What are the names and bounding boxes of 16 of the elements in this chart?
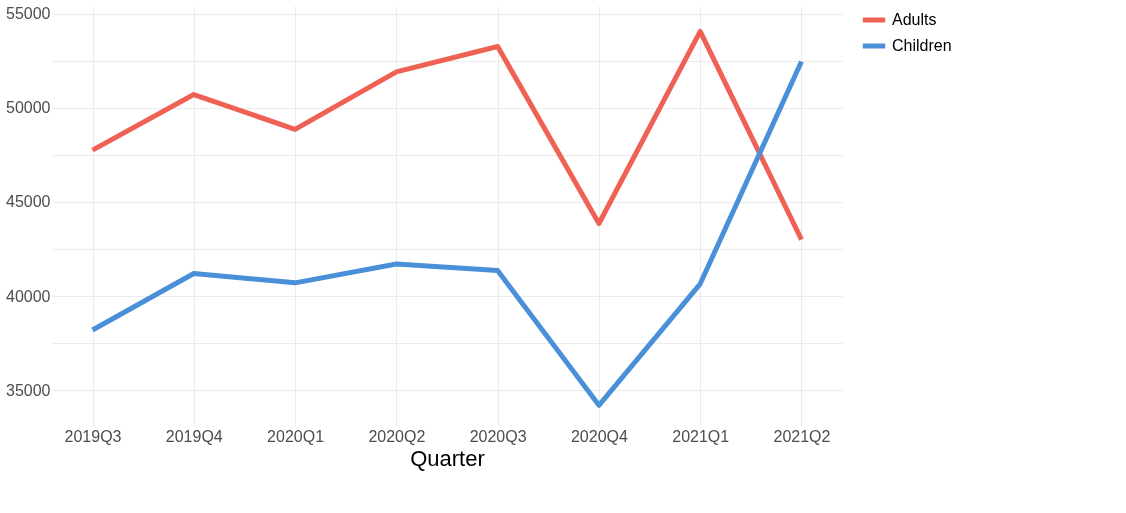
x-tick-label: 2019Q3 <box>64 427 122 445</box>
legend-label: Adults <box>892 11 937 28</box>
legend-label: Children <box>892 37 952 54</box>
x-axis-title: Quarter <box>410 445 485 471</box>
y-tick-label: 45000 <box>6 193 51 211</box>
x-tick-label: 2021Q2 <box>773 427 831 445</box>
x-tick-label: 2021Q1 <box>672 427 730 445</box>
y-tick-label: 40000 <box>6 287 51 305</box>
x-tick-label: 2020Q1 <box>267 427 325 445</box>
x-tick-label: 2020Q2 <box>368 427 426 445</box>
x-tick-label: 2019Q4 <box>165 427 223 445</box>
y-tick-label: 50000 <box>6 99 51 117</box>
x-tick-label: 2020Q4 <box>570 427 628 445</box>
y-tick-label: 35000 <box>6 381 51 399</box>
x-tick-label: 2020Q3 <box>469 427 527 445</box>
y-tick-label: 55000 <box>6 5 51 23</box>
